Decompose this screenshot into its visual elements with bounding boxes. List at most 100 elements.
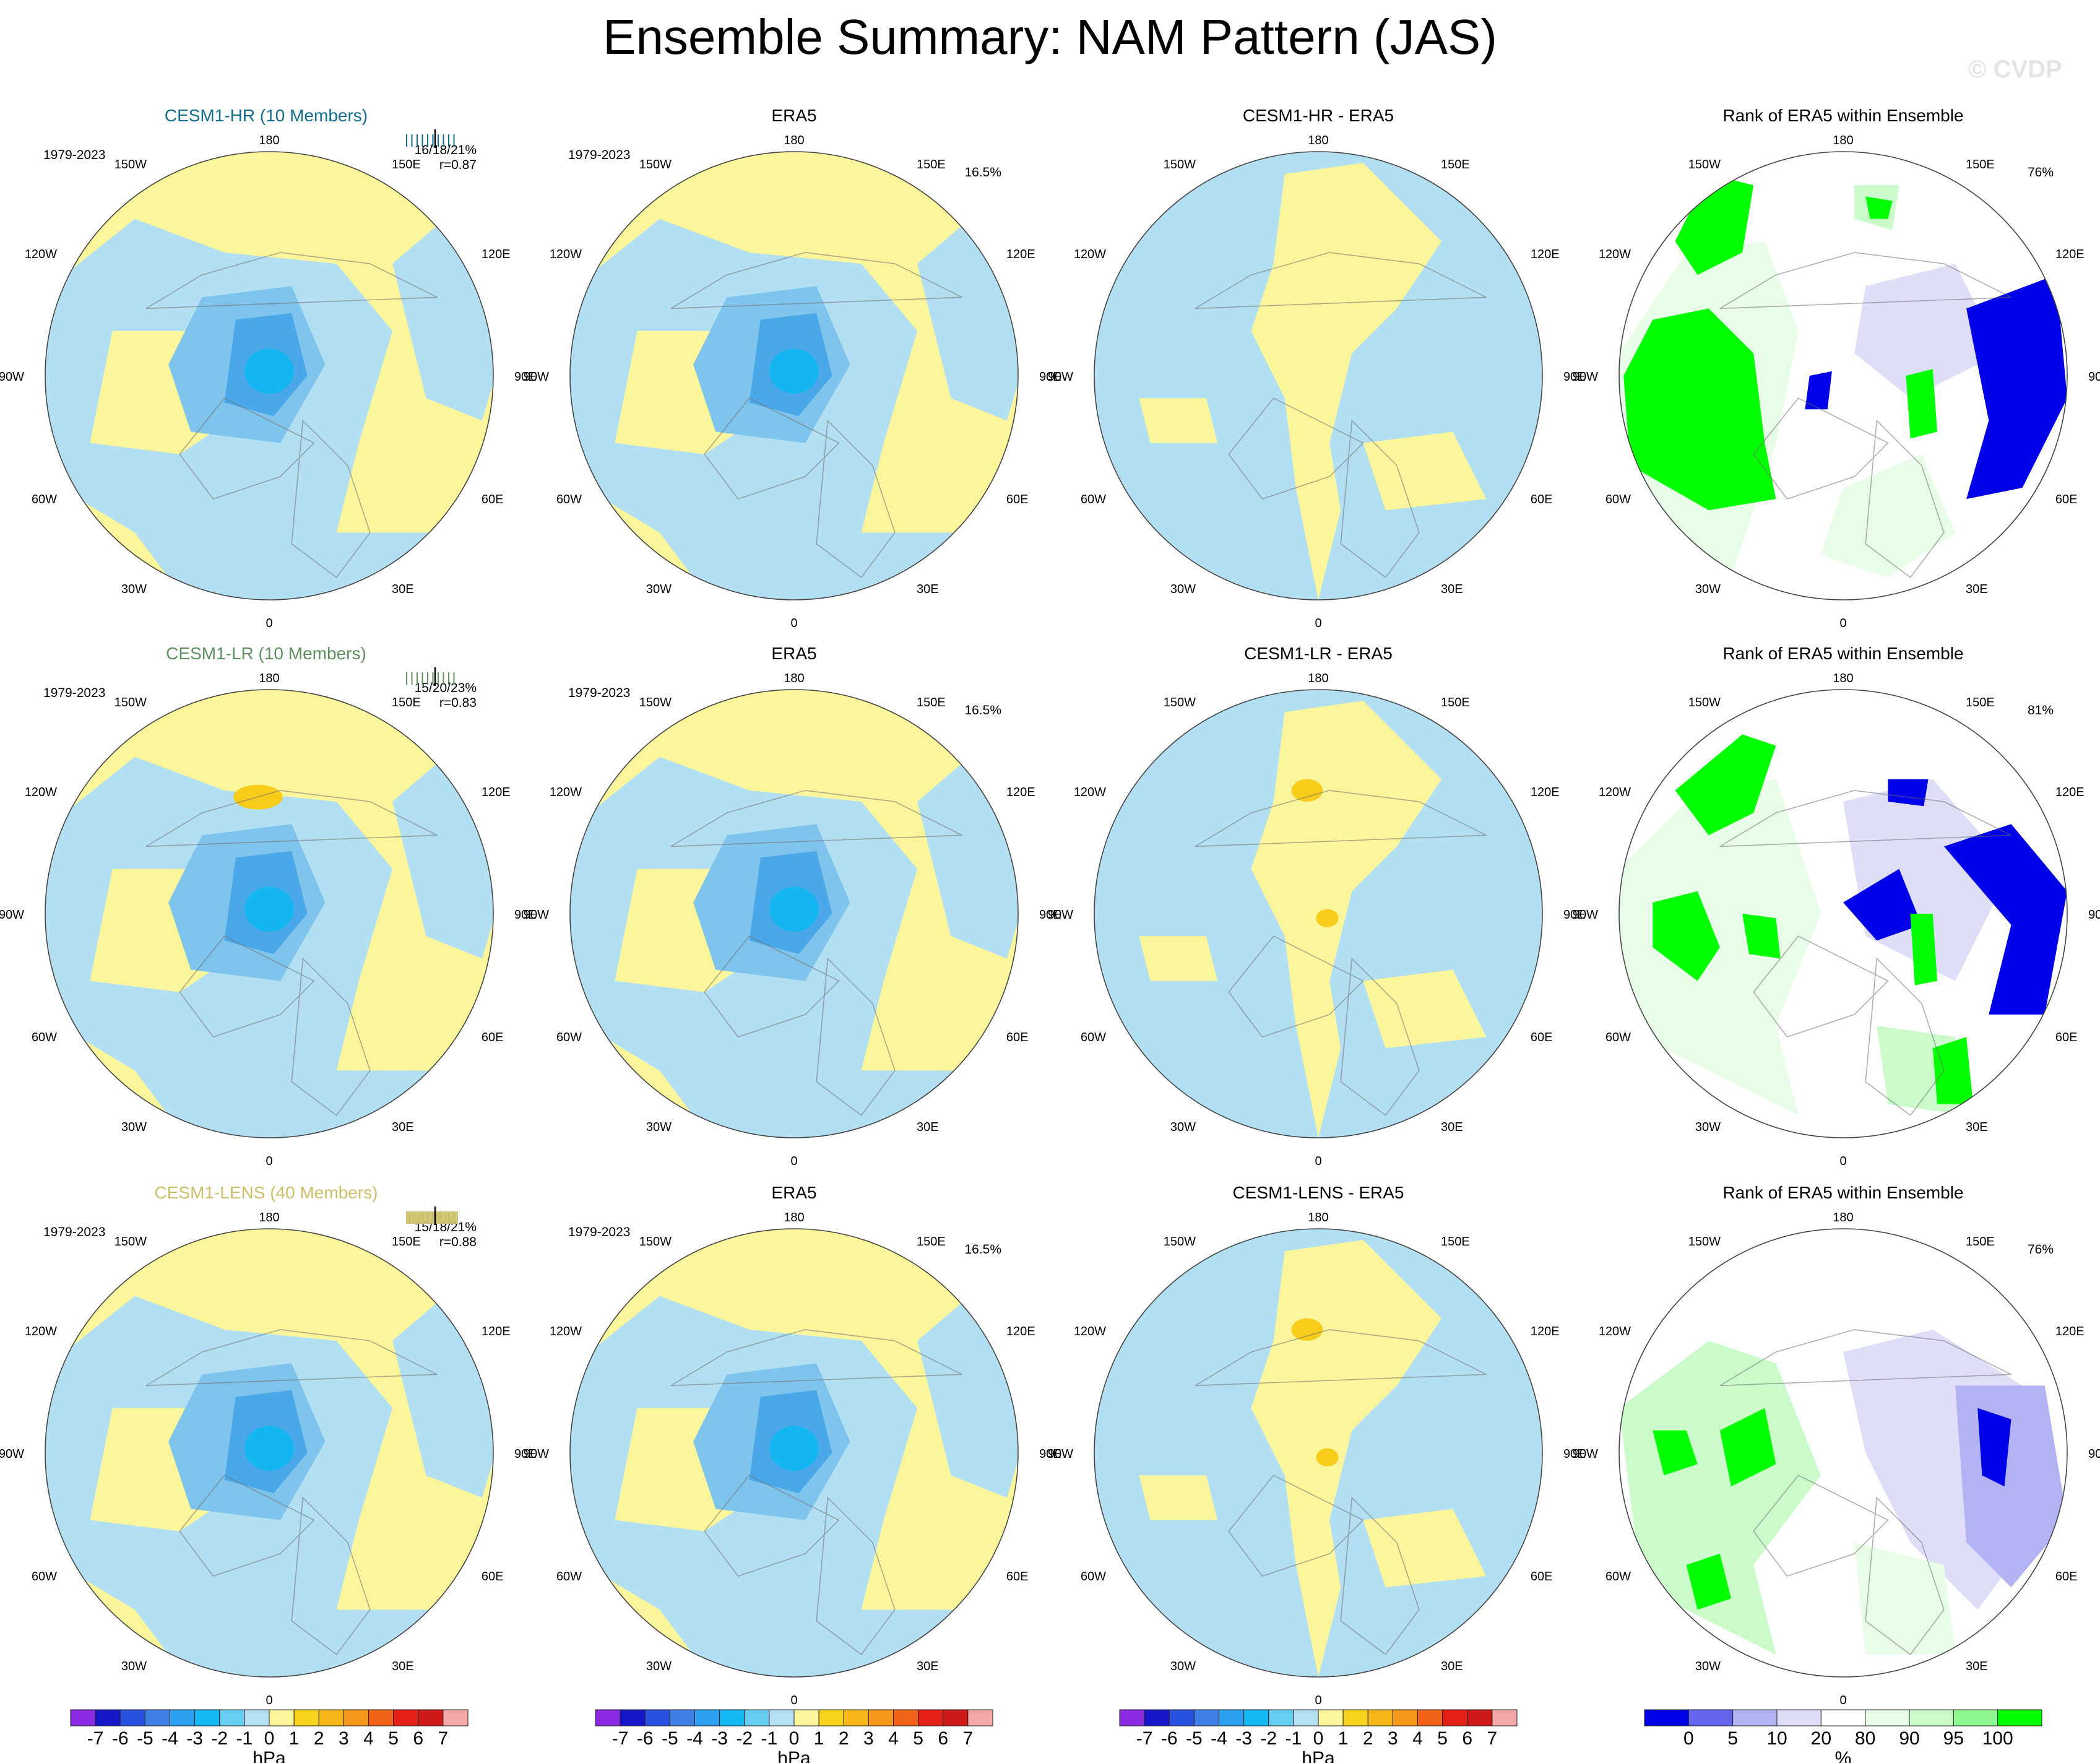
colorbar-hpa-model: -7 -6 -5 -4 -3 -2 -1 0 1 2 3 4 5 6 7 hPa	[70, 1709, 469, 1763]
lon-label: 150E	[1441, 696, 1470, 709]
lon-label: 30W	[1170, 583, 1196, 596]
panel-title-obs: ERA5	[771, 106, 816, 125]
panel-model-row1: 180 150E 120E 90E 60E 30E 0 30W 60W 90W 120W 150W CE…	[0, 106, 537, 630]
lon-label: 180	[784, 134, 804, 147]
colorbar-swatch	[669, 1709, 695, 1726]
polar-map-model	[45, 1228, 494, 1678]
page-title: Ensemble Summary: NAM Pattern (JAS)	[603, 9, 1497, 64]
lon-label: 150E	[1441, 1235, 1470, 1249]
colorbar-label: 5	[913, 1728, 923, 1749]
colorbar-label: -1	[761, 1728, 778, 1749]
lon-label: 0	[790, 1694, 797, 1707]
polar-map-diff	[1094, 1228, 1543, 1678]
lon-label: 90E	[514, 1447, 537, 1461]
colorbar-label: -7	[612, 1728, 629, 1749]
panel-pct: 81%	[2028, 703, 2054, 717]
colorbar-label: 0	[789, 1728, 800, 1749]
lon-label: 120W	[550, 786, 582, 799]
colorbar-label: 7	[1487, 1728, 1498, 1749]
panel-years: 1979-2023	[568, 686, 630, 700]
lon-label: 150E	[917, 1235, 946, 1249]
panel-obs-row3: 180 150E 120E 90E 60E 30E 0 30W 60W 90W 120W 150W ER…	[524, 1183, 1061, 1707]
colorbar-swatch	[595, 1709, 621, 1726]
polar-map-obs	[569, 689, 1019, 1138]
colorbar-label: 5	[1437, 1728, 1448, 1749]
colorbar-swatch	[744, 1709, 770, 1726]
panel-stats: 15/20/23%	[415, 681, 477, 695]
colorbar-label: 4	[888, 1728, 899, 1749]
lon-label: 90W	[1048, 908, 1073, 922]
colorbar-label: -4	[162, 1728, 178, 1749]
lon-label: 60E	[482, 1570, 504, 1583]
colorbar-label: -5	[1186, 1728, 1203, 1749]
lon-label: 120E	[1531, 786, 1560, 799]
panel-years: 1979-2023	[568, 148, 630, 162]
colorbar-swatch	[269, 1709, 295, 1726]
lon-label: 150W	[639, 158, 672, 171]
lon-label: 60E	[2055, 1570, 2078, 1583]
lon-label: 30E	[1966, 1120, 1988, 1134]
panel-title-model: CESM1-LENS (40 Members)	[155, 1183, 378, 1202]
colorbar-label: -2	[1260, 1728, 1277, 1749]
lon-label: 90E	[2088, 908, 2100, 922]
lon-label: 60E	[482, 493, 504, 506]
polar-map-diff	[1094, 689, 1543, 1138]
colorbar-label: 2	[839, 1728, 849, 1749]
lon-label: 180	[259, 672, 279, 685]
lon-label: 90E	[514, 370, 537, 384]
colorbar-swatch	[170, 1709, 196, 1726]
lon-label: 30W	[646, 1120, 672, 1134]
colorbar-swatch	[318, 1709, 344, 1726]
polar-map-rank	[1618, 151, 2068, 600]
colorbar-swatch	[1442, 1709, 1468, 1726]
lon-label: 0	[266, 617, 272, 630]
lon-label: 0	[790, 1154, 797, 1168]
colorbar-units: %	[1835, 1748, 1852, 1763]
polar-map-model	[45, 151, 494, 600]
colorbar-label: 0	[1313, 1728, 1324, 1749]
lon-label: 120E	[2055, 1325, 2085, 1338]
colorbar-swatch	[1342, 1709, 1368, 1726]
lon-label: 120E	[2055, 248, 2085, 261]
colorbar-label: -3	[711, 1728, 728, 1749]
lon-label: 30E	[917, 1660, 939, 1673]
colorbar-swatch	[1219, 1709, 1245, 1726]
colorbar-swatch	[843, 1709, 869, 1726]
lon-label: 120W	[1599, 1325, 1631, 1338]
panel-corr: r=0.87	[439, 158, 477, 172]
lon-label: 180	[784, 1211, 804, 1224]
panel-diff-row2: 180 150E 120E 90E 60E 30E 0 30W 60W 90W 120W 150W CE…	[1048, 644, 1586, 1168]
panel-title-diff: CESM1-LENS - ERA5	[1233, 1183, 1404, 1202]
polar-map-rank	[1618, 1228, 2068, 1678]
panel-title-rank: Rank of ERA5 within Ensemble	[1722, 1183, 1963, 1202]
lon-label: 150E	[392, 696, 421, 709]
colorbar-swatch	[443, 1709, 469, 1726]
colorbar-label: -4	[1211, 1728, 1227, 1749]
lon-label: 180	[1308, 134, 1328, 147]
colorbar-swatch	[1417, 1709, 1443, 1726]
colorbar-label: 100	[1982, 1728, 2013, 1749]
lon-label: 120W	[25, 248, 57, 261]
panel-corr: r=0.88	[439, 1235, 477, 1249]
lon-label: 150E	[917, 158, 946, 171]
colorbar-swatch	[1392, 1709, 1418, 1726]
lon-label: 90W	[524, 908, 549, 922]
lon-label: 90E	[514, 908, 537, 922]
colorbar-label: -4	[686, 1728, 703, 1749]
lon-label: 150W	[639, 696, 672, 709]
colorbar-swatch	[194, 1709, 220, 1726]
lon-label: 60W	[1081, 493, 1106, 506]
lon-label: 60E	[1531, 1031, 1553, 1044]
panel-rank-row2: 180 150E 120E 90E 60E 30E 0 30W 60W 90W 120W 150W Ra…	[1573, 644, 2100, 1168]
colorbar-label: 6	[1462, 1728, 1472, 1749]
colorbar-label: 4	[363, 1728, 374, 1749]
lon-label: 150W	[1164, 696, 1196, 709]
lon-label: 0	[266, 1694, 272, 1707]
lon-label: 150W	[115, 696, 147, 709]
colorbar-label: 0	[264, 1728, 275, 1749]
lon-label: 60W	[556, 1570, 582, 1583]
lon-label: 30E	[392, 583, 414, 596]
lon-label: 60W	[32, 1031, 57, 1044]
lon-label: 60W	[32, 493, 57, 506]
lon-label: 180	[259, 1211, 279, 1224]
